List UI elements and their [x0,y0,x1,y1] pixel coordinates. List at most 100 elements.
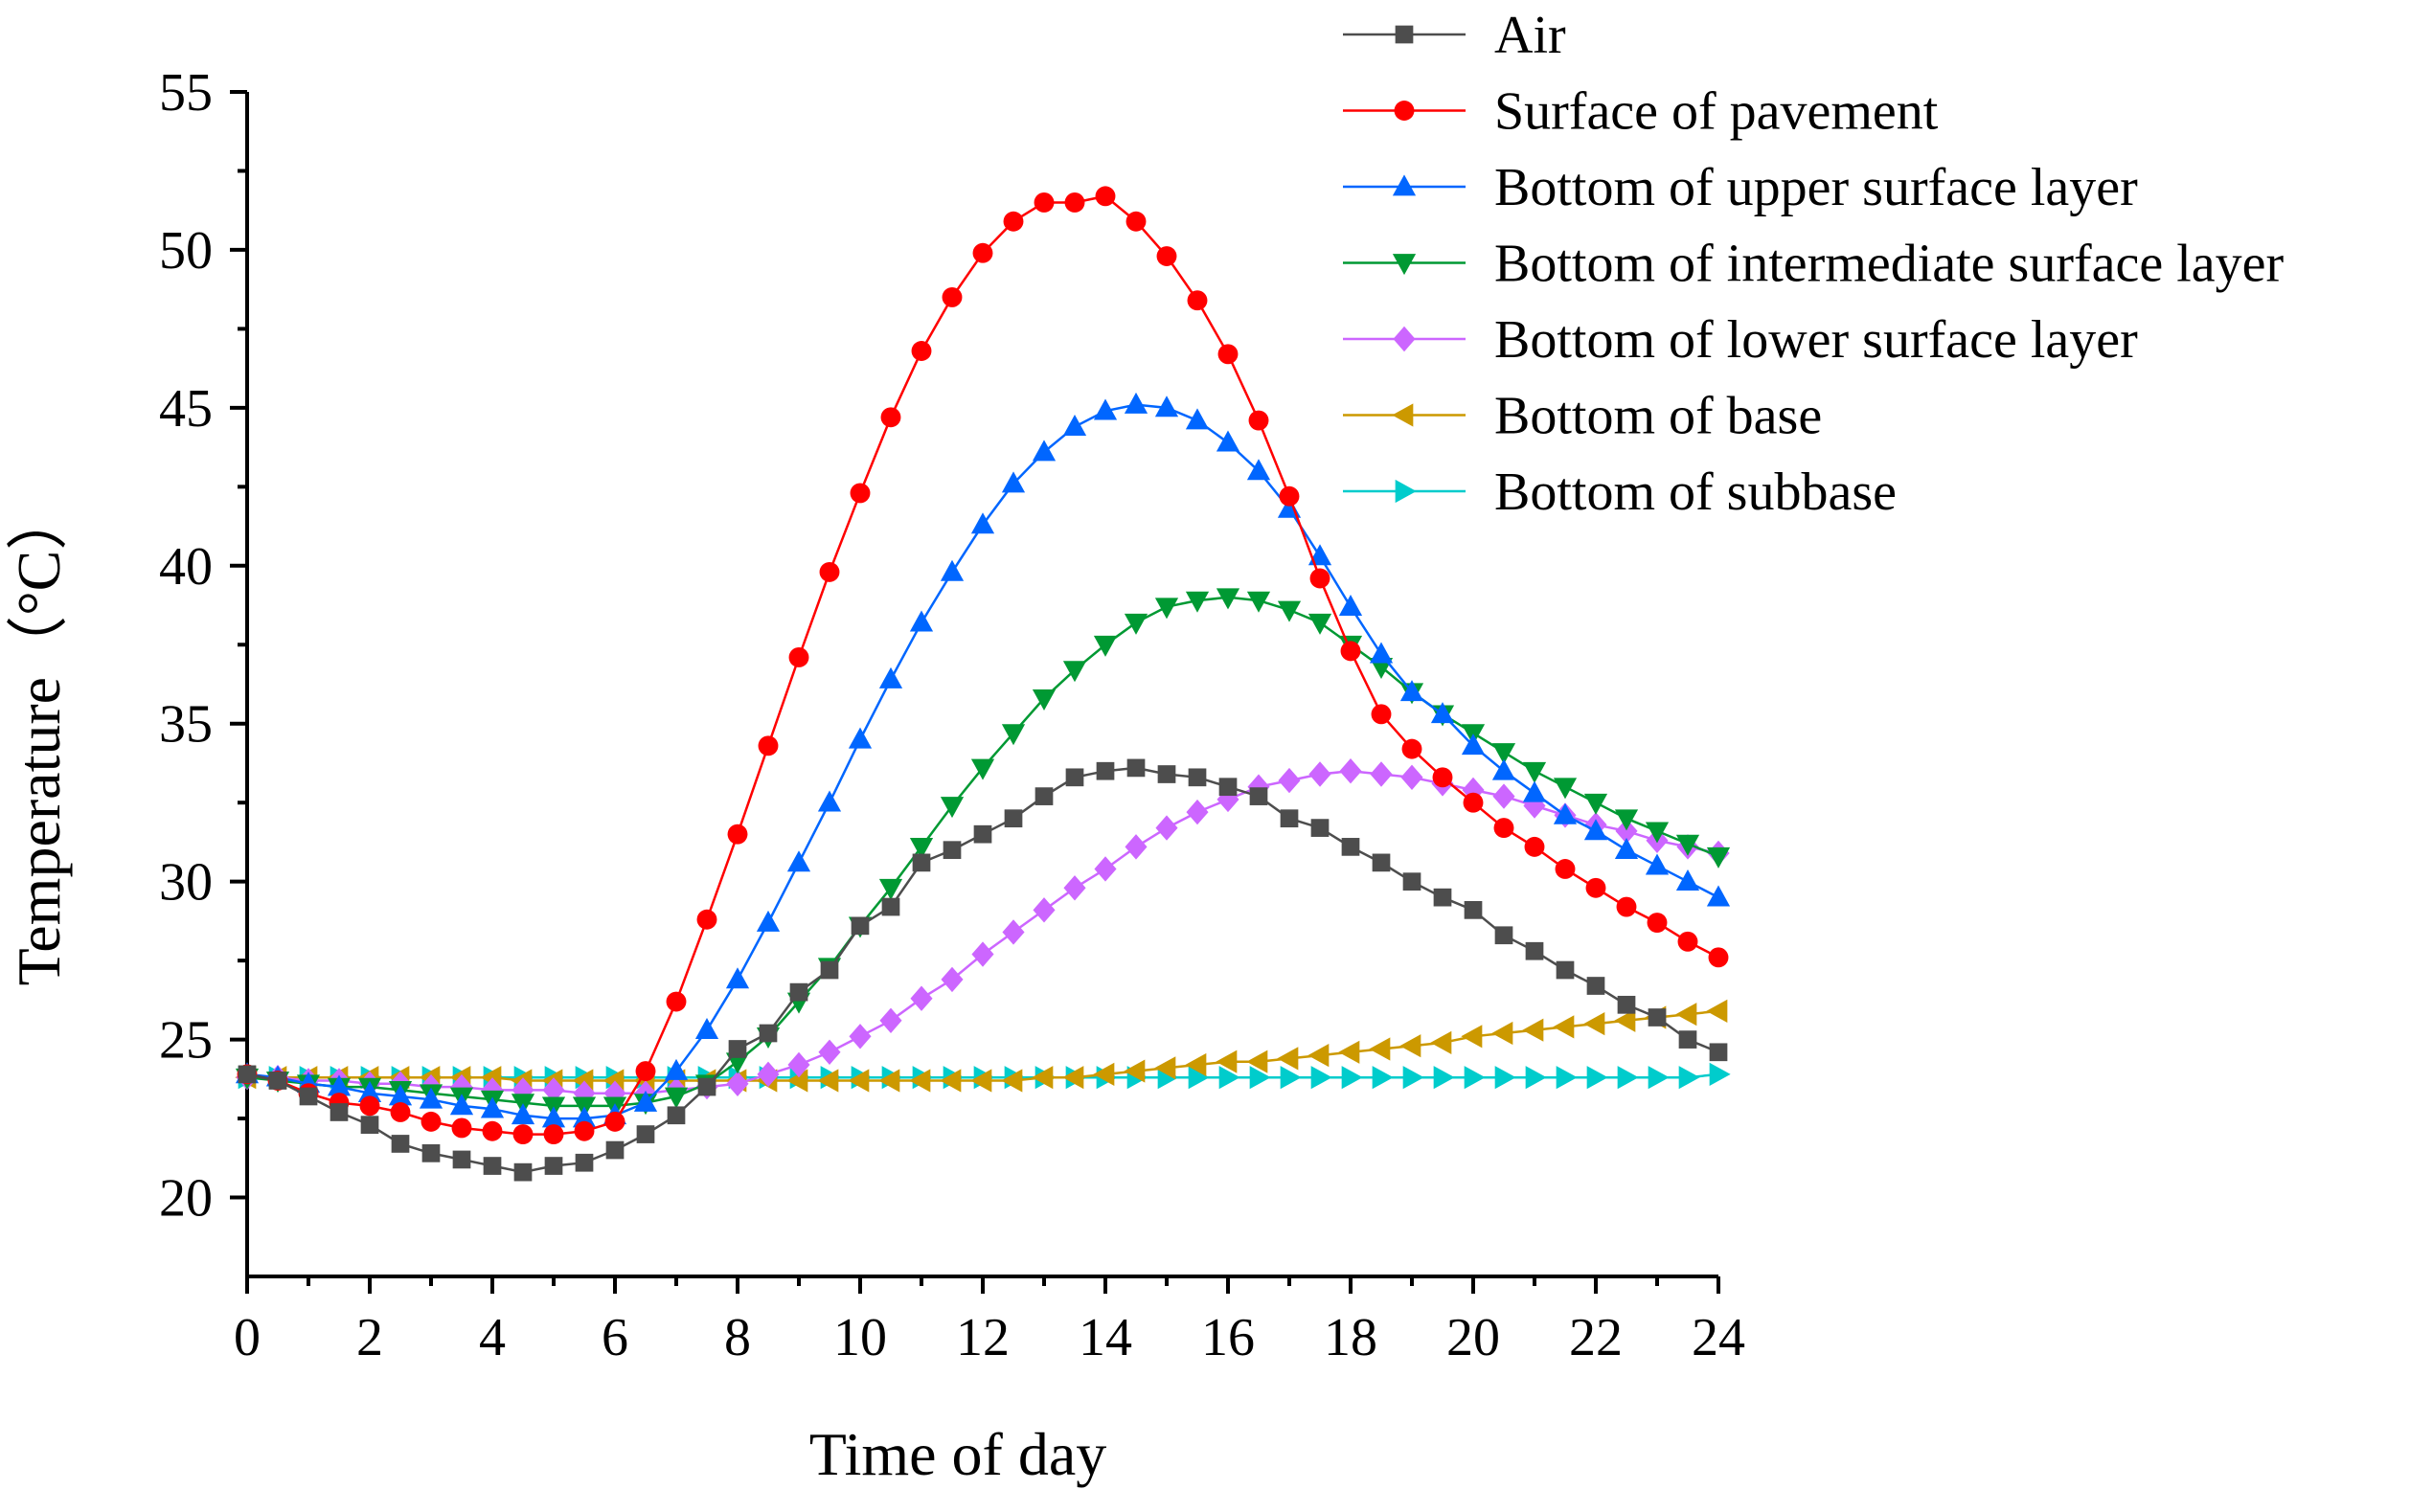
data-point [1400,764,1423,791]
data-point [1556,1066,1578,1090]
data-point [1524,836,1545,857]
data-point [513,1162,533,1182]
data-point [849,1024,872,1049]
data-point [1522,761,1547,783]
data-point [697,1077,716,1096]
data-point [1034,787,1054,805]
data-point [1553,1015,1575,1039]
x-tick-label: 20 [1446,1308,1500,1367]
legend-item-bottom-of-intermediate-surface-layer: Bottom of intermediate surface layer [1343,235,2284,294]
data-point [940,1069,962,1093]
legend-item-surface-of-pavement: Surface of pavement [1343,82,1939,142]
data-point [390,1102,411,1122]
data-point [664,1058,689,1080]
legend-item-bottom-of-subbase: Bottom of subbase [1343,463,1897,522]
data-point [1157,765,1176,783]
data-point [1341,1066,1363,1090]
data-point [299,1087,318,1106]
data-point [1583,819,1608,841]
data-point [1491,1021,1513,1046]
data-point [1399,1034,1421,1058]
data-point [1430,1030,1452,1054]
data-point [452,1150,471,1169]
data-point [1124,1059,1146,1083]
data-point [573,1080,596,1106]
data-point [1464,901,1483,919]
data-point [973,824,992,844]
data-point [1126,758,1146,778]
series-line-bottom-of-intermediate-surface-layer [246,596,1719,1108]
data-point [1553,802,1578,824]
data-point [940,559,965,581]
data-point [1062,415,1087,437]
data-point [357,1081,382,1103]
legend-marker [1394,101,1415,121]
data-point [786,1069,808,1093]
data-point [1001,471,1026,493]
data-point [728,1040,747,1058]
data-point [1032,440,1057,462]
data-point [1185,408,1210,430]
data-point [1494,926,1513,945]
data-point [603,1080,626,1106]
data-point [1615,818,1638,845]
x-tick-label: 22 [1569,1308,1623,1367]
data-point [1125,211,1147,232]
legend-item-bottom-of-upper-surface-layer: Bottom of upper surface layer [1343,158,2138,217]
data-point [970,1069,992,1093]
data-point [635,1061,656,1082]
data-point [1003,211,1024,232]
data-point [1246,459,1271,481]
data-point [820,960,839,980]
data-point [327,1074,352,1096]
data-point [1491,758,1516,780]
data-point [1522,1018,1544,1042]
data-point [1708,947,1729,968]
x-tick-label: 14 [1079,1308,1132,1367]
data-point [758,735,779,756]
legend-marker [1392,254,1417,276]
data-point [1586,1066,1608,1090]
data-point [1246,1049,1268,1073]
data-point [1706,885,1731,907]
data-point [1491,743,1516,765]
data-point [1675,1003,1697,1027]
legend-marker [1392,403,1414,427]
data-point [1218,778,1238,797]
legend-label: Bottom of lower surface layer [1494,310,2138,370]
data-point [1187,290,1208,311]
data-point [972,242,993,263]
series-bottom-of-upper-surface-layer [235,392,1731,1128]
data-point [1493,818,1514,839]
y-tick-label: 45 [159,379,213,439]
data-point [1430,702,1455,724]
y-tick-label: 30 [159,853,213,913]
data-point [1369,642,1394,664]
data-point [819,561,840,582]
data-point [911,341,932,361]
data-point [1310,819,1330,837]
data-point [636,1125,655,1143]
data-point [941,966,964,993]
legend-label: Bottom of upper surface layer [1494,158,2138,217]
legend-marker [1392,174,1417,196]
legend: Air Surface of pavement Bottom of upper su… [1343,6,2284,522]
data-point [1280,1066,1302,1090]
data-point [1675,834,1700,856]
data-point [1617,1066,1639,1090]
data-point [757,1061,780,1088]
data-point [238,1065,257,1084]
data-point [1246,591,1271,613]
data-point [1280,809,1299,828]
data-point [909,1069,931,1093]
data-point [664,1087,689,1109]
data-point [1372,853,1391,872]
data-point [1648,1066,1670,1090]
data-point [1124,392,1148,414]
data-point [909,838,934,860]
data-point [1522,780,1547,802]
data-point [511,1103,535,1125]
data-point [1249,1066,1271,1090]
data-point [1154,1056,1176,1080]
